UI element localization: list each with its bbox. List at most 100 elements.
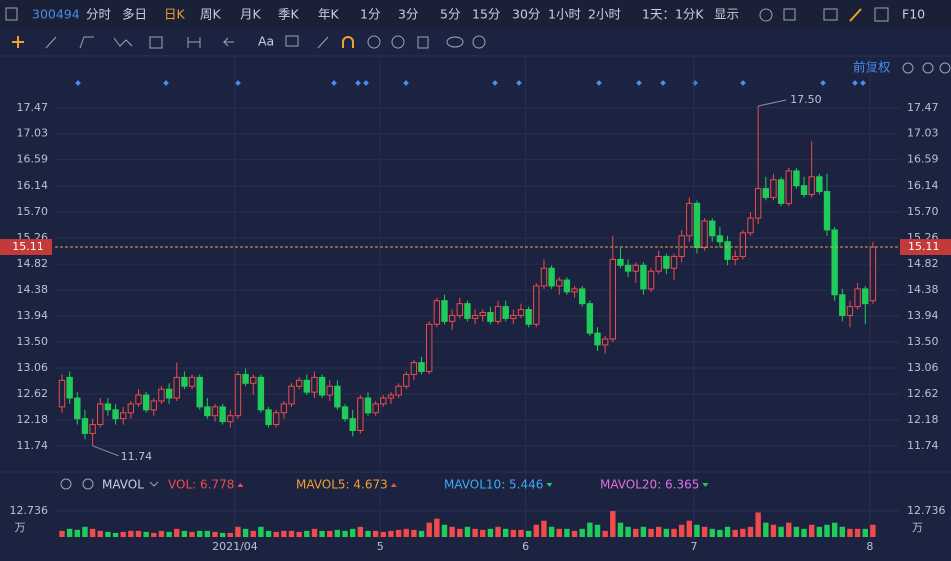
- period-tab[interactable]: 年K: [318, 7, 340, 22]
- period-tab[interactable]: 分时: [86, 7, 112, 22]
- candle-body: [709, 220, 716, 237]
- candle-body: [777, 179, 785, 204]
- candle-body: [112, 409, 119, 420]
- fib-tool[interactable]: [149, 36, 163, 49]
- interval[interactable]: 1天：1分K: [642, 7, 704, 22]
- panel-icon[interactable]: [5, 7, 18, 21]
- volume-bar: [411, 529, 417, 537]
- note-tool[interactable]: [285, 35, 299, 47]
- zoom-in[interactable]: [939, 62, 951, 74]
- candle-body: [211, 406, 219, 417]
- candle-body: [448, 314, 456, 322]
- volume-bar: [801, 528, 807, 537]
- settings-icon[interactable]: [759, 8, 773, 22]
- y-tick-label: 16.59: [17, 153, 49, 166]
- volume-bar: [602, 530, 608, 537]
- y-tick-label: 14.82: [907, 257, 939, 270]
- delete-tool[interactable]: [417, 36, 429, 49]
- candle-body: [770, 179, 777, 198]
- period-tab[interactable]: 1小时: [548, 7, 581, 22]
- hide-tool[interactable]: [391, 35, 405, 49]
- crosshair-tool[interactable]: [12, 36, 24, 48]
- camera-icon[interactable]: [823, 8, 838, 21]
- zoom-out[interactable]: [922, 62, 934, 74]
- tool-settings[interactable]: [472, 35, 486, 49]
- vol-settings[interactable]: [60, 478, 72, 490]
- checkbox[interactable]: [783, 8, 796, 21]
- y-tick-label: 11.74: [17, 439, 49, 452]
- period-tab[interactable]: 多日: [122, 7, 147, 22]
- period-tab[interactable]: 周K: [200, 7, 222, 22]
- arrow-tool[interactable]: [222, 37, 234, 47]
- candle-body: [89, 424, 96, 434]
- period-tab[interactable]: 季K: [278, 7, 300, 22]
- vol-close[interactable]: [82, 478, 94, 490]
- candle-body: [403, 373, 410, 387]
- y-tick-label: 17.47: [17, 101, 49, 114]
- volume-bar: [678, 524, 685, 537]
- wave-tool[interactable]: [113, 37, 133, 47]
- range-tool[interactable]: [187, 37, 201, 48]
- display[interactable]: 显示: [714, 7, 739, 22]
- candle-body: [793, 170, 800, 187]
- candle-body: [410, 362, 418, 375]
- volume-bar: [395, 529, 402, 537]
- reset-icon[interactable]: [902, 62, 914, 74]
- candle-body: [150, 400, 158, 411]
- pen-icon[interactable]: [849, 8, 862, 22]
- indicator-dropdown[interactable]: [149, 481, 159, 487]
- candle-body: [265, 409, 272, 426]
- volume-bar: [197, 530, 203, 537]
- candle-body: [617, 258, 624, 266]
- candle-body: [808, 176, 815, 196]
- ruler-tool[interactable]: [317, 36, 329, 49]
- volume-bar: [824, 524, 830, 537]
- candle-body: [693, 202, 701, 249]
- vol-legend: MAVOL5: 4.673: [296, 478, 388, 492]
- adjust-mode[interactable]: 前复权: [853, 60, 891, 75]
- f10[interactable]: F10: [902, 7, 925, 22]
- candle-body: [173, 376, 180, 399]
- y-tick-label: 13.06: [907, 361, 939, 374]
- indicator-name[interactable]: MAVOL: [102, 478, 144, 492]
- volume-bar: [633, 528, 639, 537]
- period-tab[interactable]: 3分: [398, 7, 418, 22]
- line-tool[interactable]: [45, 36, 57, 49]
- last-price-box: [0, 239, 52, 256]
- magnet-tool[interactable]: [342, 36, 354, 48]
- x-tick-label: 7: [690, 540, 697, 553]
- volume-bar: [143, 531, 149, 537]
- period-tab[interactable]: 1分: [360, 7, 380, 22]
- y-tick-label: 13.94: [17, 309, 49, 322]
- volume-bar: [793, 526, 800, 537]
- candle-body: [862, 288, 869, 305]
- candle-body: [670, 255, 678, 269]
- period-tab[interactable]: 5分: [440, 7, 460, 22]
- fullscreen-icon[interactable]: [874, 7, 889, 22]
- lock-tool[interactable]: [367, 35, 381, 49]
- period-tab[interactable]: 月K: [240, 7, 262, 22]
- period-tab[interactable]: 30分: [512, 7, 540, 22]
- stock-code[interactable]: 300494: [32, 7, 80, 22]
- volume-bar: [74, 529, 80, 537]
- candle-body: [785, 170, 792, 204]
- y-tick-label: 17.03: [907, 127, 939, 140]
- volume-bar: [242, 528, 249, 537]
- tools-bg: [0, 28, 951, 56]
- period-tab[interactable]: 2小时: [588, 7, 621, 22]
- volume-bar: [258, 526, 264, 537]
- candle-body: [273, 412, 280, 426]
- volume-bar: [66, 528, 73, 537]
- period-tab[interactable]: 15分: [472, 7, 500, 22]
- channel-tool[interactable]: [79, 36, 94, 49]
- candle-body: [303, 379, 311, 393]
- link-tool[interactable]: [446, 36, 464, 48]
- volume-bar: [770, 524, 777, 537]
- volume-bar: [250, 530, 256, 537]
- text-tool[interactable]: Aa: [258, 34, 274, 49]
- period-tab[interactable]: 日K: [164, 7, 186, 22]
- volume-bar: [816, 526, 823, 537]
- volume-bar: [350, 528, 356, 537]
